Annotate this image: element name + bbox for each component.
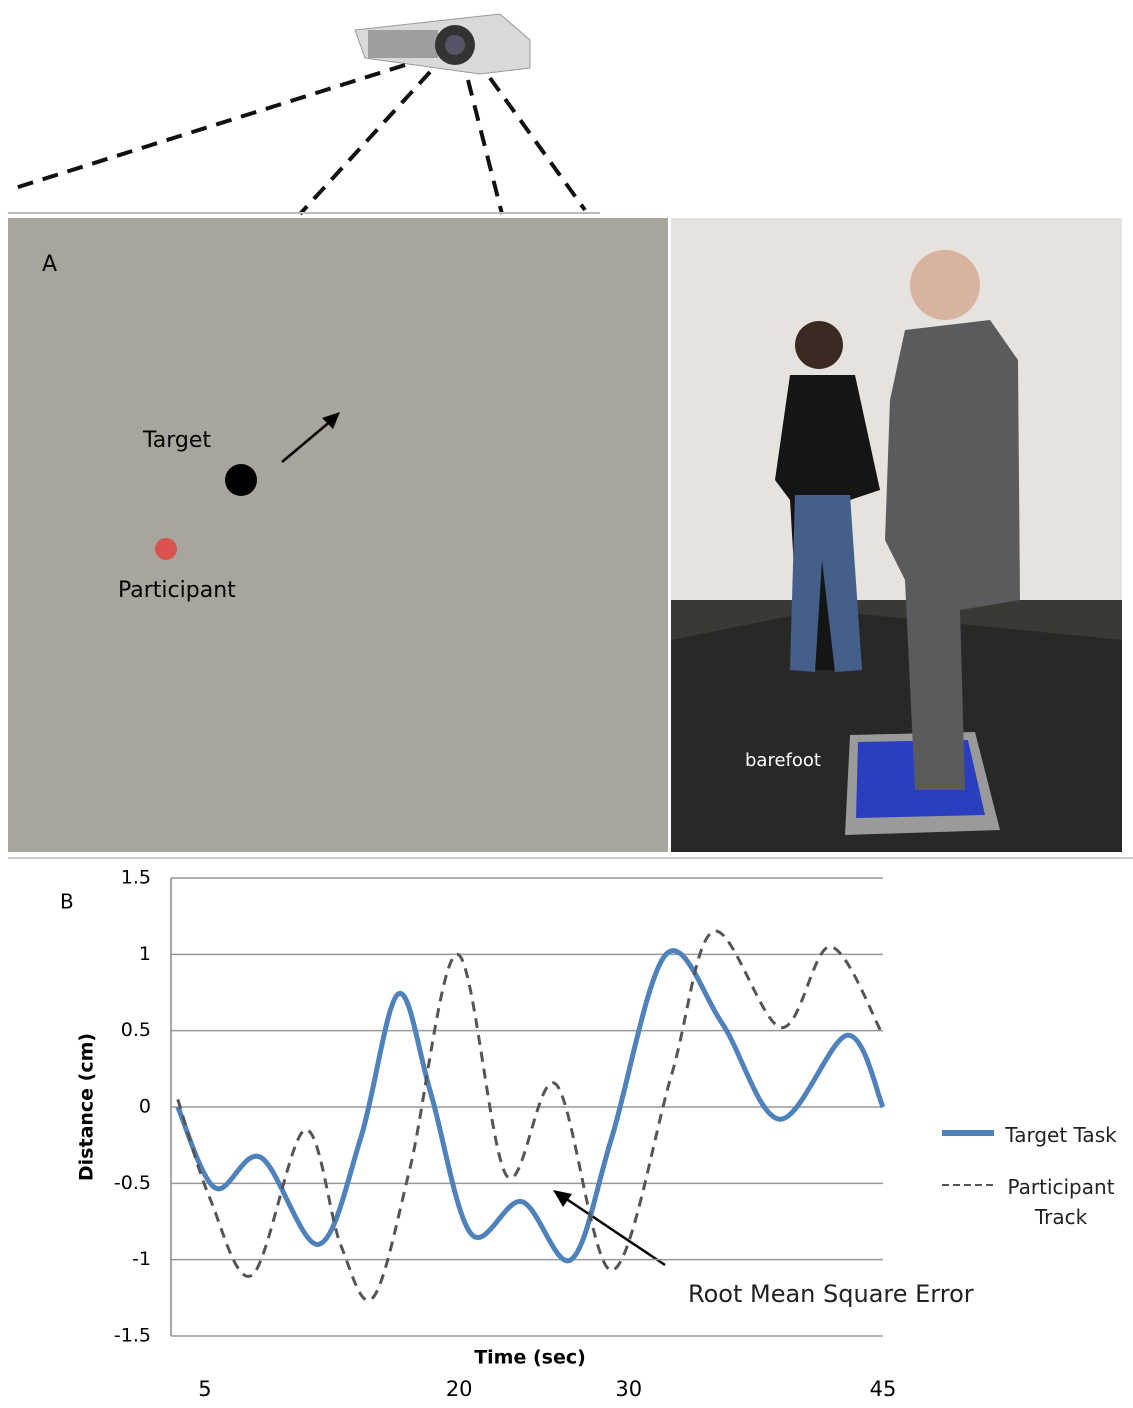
panel-a (8, 218, 668, 852)
annotation: Root Mean Square Error (688, 1280, 974, 1308)
x-tick-label: 5 (198, 1377, 211, 1401)
panel-label: A (42, 252, 57, 277)
legend-entry: Target Task (940, 1120, 1126, 1150)
y-tick-label: -0.5 (114, 1172, 151, 1194)
series-line (178, 951, 883, 1261)
legend-swatch (940, 1120, 996, 1144)
legend-swatch (940, 1172, 996, 1196)
panel-label: B (60, 890, 74, 914)
legend-entry: Participant Track (940, 1172, 1126, 1232)
annotation-arrow (565, 1198, 665, 1265)
target-label: Target (142, 428, 211, 453)
y-tick-label: -1 (132, 1248, 151, 1270)
y-axis-title: Distance (cm) (76, 1033, 98, 1181)
page: A Target Participant barefoot B Time (se… (0, 0, 1133, 1408)
photo (671, 218, 1122, 852)
participant-label: Participant (118, 578, 236, 603)
y-tick-label: 0.5 (121, 1019, 151, 1041)
annotation-arrow-head (553, 1190, 572, 1207)
legend-label: Target Task (996, 1120, 1126, 1150)
projector (355, 14, 530, 74)
x-tick-label: 20 (446, 1377, 473, 1401)
legend-label: Participant Track (996, 1172, 1126, 1232)
y-tick-label: 1.5 (121, 867, 151, 889)
y-tick-label: 0 (139, 1096, 151, 1118)
photo-label: barefoot (745, 750, 821, 771)
y-tick-label: -1.5 (114, 1325, 151, 1347)
series-line (178, 931, 883, 1300)
x-tick-label: 45 (870, 1377, 897, 1401)
projection-lines (15, 65, 585, 214)
x-axis-title: Time (sec) (474, 1347, 586, 1369)
x-tick-label: 30 (615, 1377, 642, 1401)
y-tick-label: 1 (139, 943, 151, 965)
target-dot (225, 464, 257, 496)
participant-dot (155, 538, 177, 560)
